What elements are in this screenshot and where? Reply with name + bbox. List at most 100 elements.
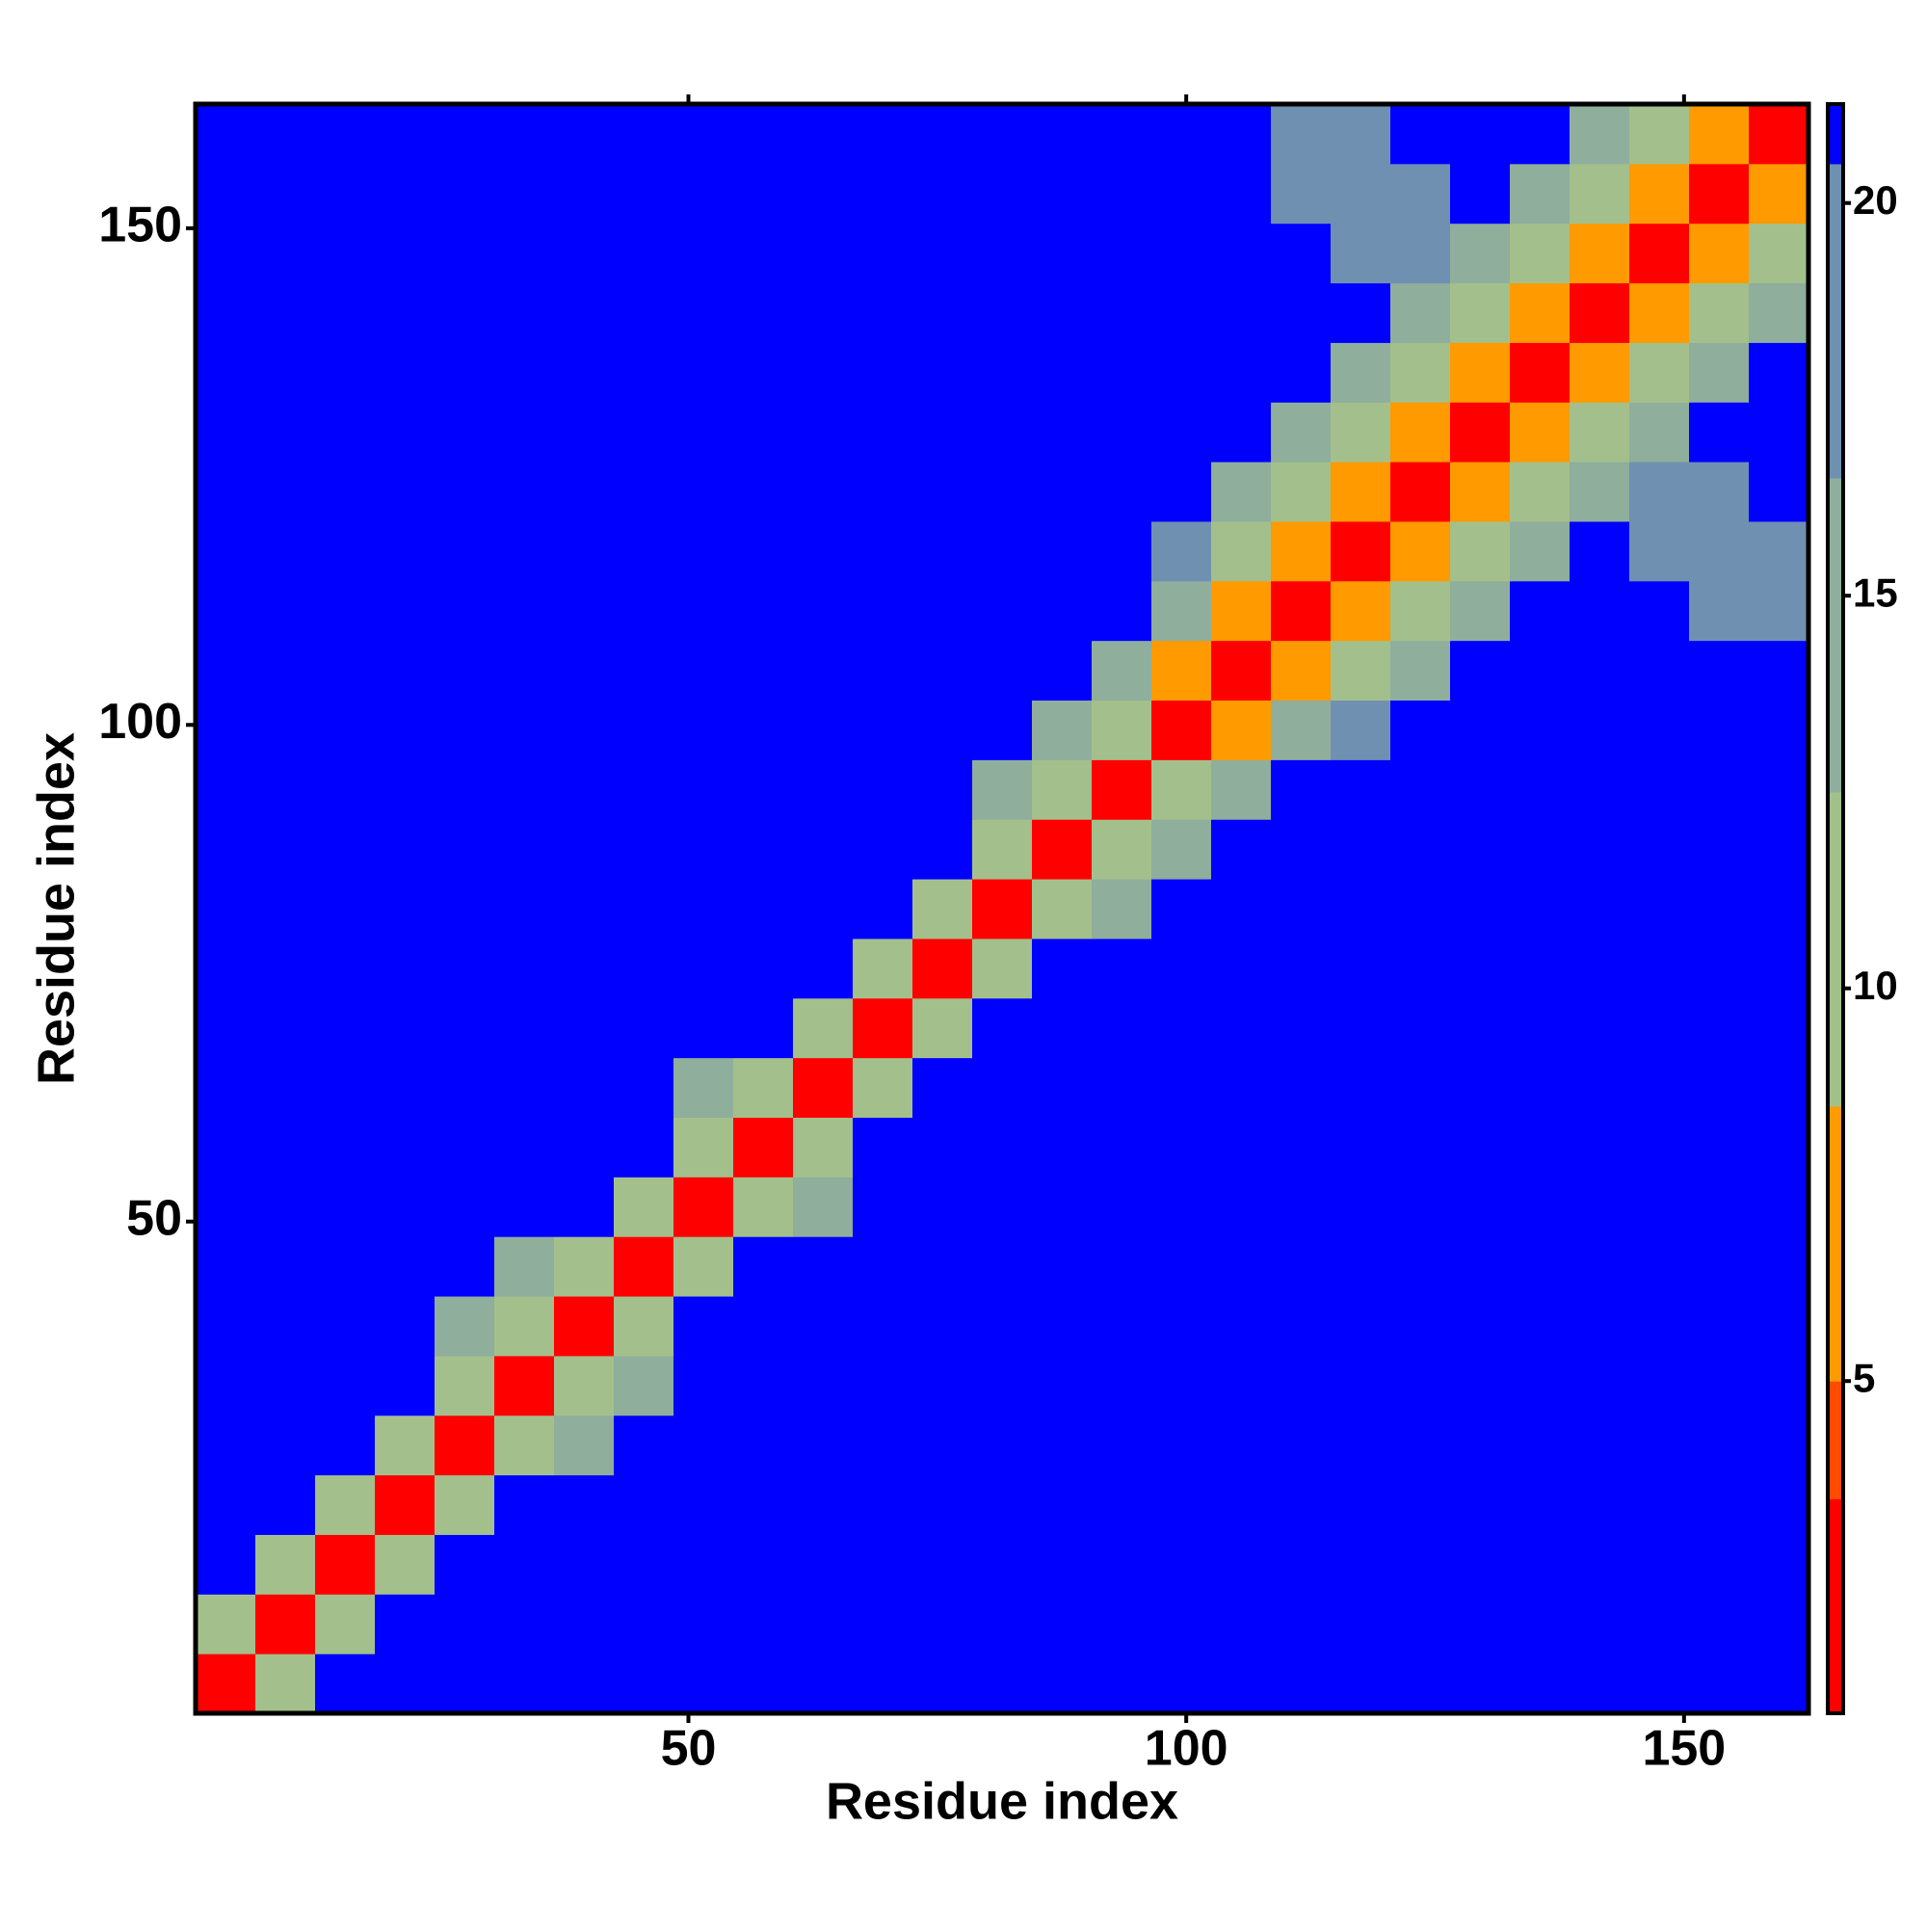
heatmap-cell (554, 1236, 615, 1297)
heatmap-cell (1151, 759, 1212, 820)
heatmap-cell (315, 700, 376, 760)
heatmap-cell (1211, 1654, 1272, 1714)
heatmap-cell (1331, 282, 1391, 343)
heatmap-cell (912, 1594, 973, 1654)
heatmap-cell (1570, 997, 1630, 1059)
heatmap-cell (1749, 104, 1809, 165)
heatmap-cell (912, 1415, 973, 1476)
heatmap-cell (793, 700, 854, 760)
heatmap-cell (196, 997, 256, 1059)
heatmap-cell (853, 640, 913, 701)
heatmap-cell (673, 1296, 734, 1357)
heatmap-cell (1510, 1117, 1571, 1178)
heatmap-cell (614, 879, 674, 940)
heatmap-cell (1271, 759, 1332, 820)
heatmap-cell (255, 163, 316, 225)
heatmap-cell (1749, 520, 1809, 582)
heatmap-cell (435, 1296, 495, 1357)
heatmap-cell (375, 997, 436, 1059)
heatmap-cell (1331, 520, 1391, 582)
heatmap-cell (972, 700, 1033, 760)
heatmap-cell (673, 520, 734, 582)
heatmap-cell (1151, 342, 1212, 403)
heatmap-cell (733, 1355, 794, 1416)
heatmap-cell (1689, 1057, 1750, 1118)
heatmap-cell (1390, 104, 1451, 165)
heatmap-cell (375, 938, 436, 999)
heatmap-cell (1151, 223, 1212, 284)
heatmap-cell (1629, 462, 1690, 522)
heatmap-cell (554, 1474, 615, 1535)
heatmap-cell (1510, 402, 1571, 463)
heatmap-cell (196, 104, 256, 165)
heatmap-cell (1450, 462, 1511, 522)
heatmap-cell (1151, 163, 1212, 225)
heatmap-cell (1390, 1594, 1451, 1654)
heatmap-cell (1749, 997, 1809, 1059)
heatmap-cell (673, 1534, 734, 1595)
heatmap-cell (972, 759, 1033, 820)
heatmap-cell (733, 1654, 794, 1714)
heatmap-cell (315, 640, 376, 701)
heatmap-cell (435, 462, 495, 522)
heatmap-cell (315, 1057, 376, 1118)
heatmap-cell (912, 1177, 973, 1237)
heatmap-cell (375, 580, 436, 642)
heatmap-cell (1211, 1177, 1272, 1237)
heatmap-cell (673, 1654, 734, 1714)
heatmap-cell (793, 1474, 854, 1535)
heatmap-cell (1629, 879, 1690, 940)
heatmap-cell (435, 1474, 495, 1535)
heatmap-cell (1032, 580, 1093, 642)
heatmap-cell (1092, 1534, 1152, 1595)
heatmap-cell (1211, 1057, 1272, 1118)
heatmap-cell (1032, 1117, 1093, 1178)
heatmap-cell (793, 1654, 854, 1714)
heatmap-cell (733, 163, 794, 225)
heatmap-cell (1032, 1415, 1093, 1476)
heatmap-cell (1092, 580, 1152, 642)
heatmap-cell (1092, 462, 1152, 522)
heatmap-cell (1570, 1654, 1630, 1714)
heatmap-cell (912, 520, 973, 582)
heatmap-cell (1092, 520, 1152, 582)
heatmap-cell (1151, 1355, 1212, 1416)
heatmap-cell (1390, 1415, 1451, 1476)
heatmap-cell (1092, 938, 1152, 999)
heatmap-cell (1629, 223, 1690, 284)
heatmap-cell (375, 700, 436, 760)
heatmap-cell (435, 342, 495, 403)
heatmap-cell (494, 640, 555, 701)
heatmap-cell (1092, 997, 1152, 1059)
heatmap-cell (494, 282, 555, 343)
heatmap-cell (1510, 938, 1571, 999)
heatmap-cell (1271, 700, 1332, 760)
heatmap-cell (733, 1415, 794, 1476)
heatmap-cell (1271, 402, 1332, 463)
heatmap-cell (1151, 104, 1212, 165)
heatmap-cell (793, 759, 854, 820)
heatmap-cell (494, 104, 555, 165)
heatmap-cell (1151, 520, 1212, 582)
heatmap-cell (1151, 282, 1212, 343)
heatmap-cell (1271, 997, 1332, 1059)
heatmap-cell (196, 223, 256, 284)
heatmap-cell (912, 1654, 973, 1714)
heatmap-cell (853, 1415, 913, 1476)
heatmap-cell (315, 163, 376, 225)
heatmap-cell (1390, 282, 1451, 343)
colorbar-level (1828, 104, 1843, 165)
heatmap-cell (972, 1355, 1033, 1416)
heatmap-cell (315, 1654, 376, 1714)
heatmap-cell (793, 1296, 854, 1357)
heatmap-cell (1629, 282, 1690, 343)
heatmap-cell (853, 163, 913, 225)
heatmap-cell (614, 1296, 674, 1357)
heatmap-cell (673, 1474, 734, 1535)
heatmap-cell (435, 938, 495, 999)
heatmap-cell (315, 1177, 376, 1237)
heatmap-cell (1211, 938, 1272, 999)
heatmap-cell (1510, 997, 1571, 1059)
heatmap-cell (196, 1534, 256, 1595)
heatmap-cell (494, 1594, 555, 1654)
